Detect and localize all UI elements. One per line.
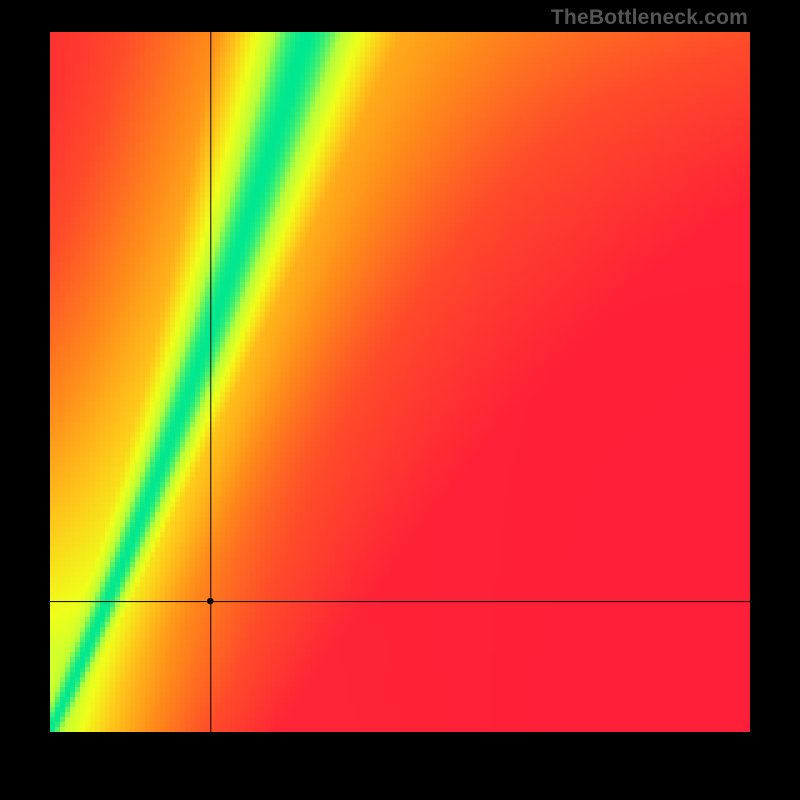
watermark-text: TheBottleneck.com [551,6,748,30]
heatmap-plot [50,32,750,732]
chart-container: TheBottleneck.com [0,0,800,800]
heatmap-canvas [50,32,750,732]
